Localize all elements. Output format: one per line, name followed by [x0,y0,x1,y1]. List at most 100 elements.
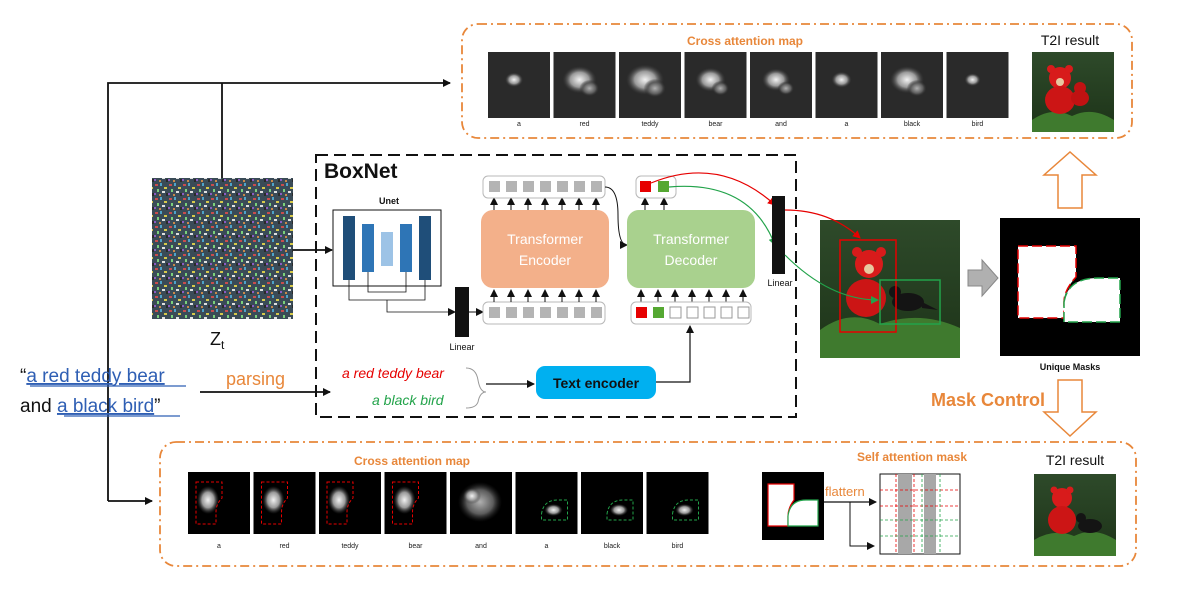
latent-label: Zt [210,329,225,352]
text-encoder-label: Text encoder [553,375,640,391]
unet-block [332,209,456,316]
phrase-green: a black bird [372,392,445,408]
bottom-attention-maps: a red teddy bear and a black bird [188,472,709,550]
bottom-panel: Cross attention map a red teddy bear and a bla… [159,441,1137,567]
hollow-arrow-up [1042,150,1098,209]
bottom-attention-map-1 [253,472,316,534]
green-query-arrow [668,185,777,246]
decoder-output-arrows [641,197,668,210]
top-attention-map-6 [881,52,943,118]
top-token-label: bear [708,121,723,128]
encoder-output-arrows [490,197,600,210]
top-attention-map-3 [684,52,747,118]
red-bounding-box [839,239,897,333]
top-token-label: red [579,121,589,128]
bottom-attention-map-3 [384,472,447,534]
top-token-label: teddy [641,121,659,128]
top-attention-maps: a red teddy bear and a black bird [488,52,1009,128]
arrow-encoder-to-decoder [604,186,628,249]
decoder-query-tokens [630,301,752,325]
top-cross-attn-title: Cross attention map [687,34,803,48]
flattern-arrow-lower [849,502,875,550]
output-linear-bar-green [772,236,785,274]
top-token-label: a [845,121,849,128]
hollow-arrow-down [1042,379,1098,438]
top-token-label: a [517,121,521,128]
unique-masks-label: Unique Masks [1040,362,1101,372]
arrow-to-masks [967,258,999,298]
bottom-token-label: red [279,543,289,550]
bottom-attention-map-0 [188,472,250,534]
red-query-arrow [650,172,776,206]
top-t2i-result-image [1032,52,1114,132]
unet-linear-label: Linear [449,342,474,352]
bottom-token-label: bird [672,543,684,550]
arrow-to-top-panel [107,79,451,501]
bottom-attention-map-2 [319,472,381,534]
bottom-token-label: a [545,543,549,550]
mask-control-label: Mask Control [931,390,1045,410]
prompt-line-1: “a red teddy bear [20,366,165,387]
bottom-attention-map-5 [515,472,578,534]
top-token-label: and [775,121,787,128]
self-attn-mask-grid [879,473,961,555]
unet-label: Unet [379,196,399,206]
boxnet-frame [315,154,797,418]
unique-masks-image [1000,218,1140,356]
encoder-label-2: Encoder [519,252,571,268]
red-box-arrow [784,209,861,239]
self-attn-mask-title: Self attention mask [857,450,967,464]
top-token-label: bird [972,121,984,128]
top-attention-map-7 [946,52,1009,118]
bottom-cross-attn-title: Cross attention map [354,454,470,468]
bottom-panel-frame [159,441,1137,567]
latent-noise-image [152,178,293,319]
top-attention-map-2 [619,52,681,118]
top-attention-map-4 [750,52,812,118]
bottom-token-label: bear [408,543,423,550]
output-linear-label: Linear [767,278,792,288]
transformer-decoder [627,210,755,288]
bottom-token-label: black [604,543,621,550]
bottom-t2i-result-image [1034,474,1116,556]
prompt-line-2: and a black bird” [20,396,160,417]
left-input-area: Zt “a red teddy bear and a black bird” p… [20,79,451,505]
green-bounding-box [879,279,941,325]
bottom-attention-map-7 [646,472,709,534]
encoder-input-arrows [490,289,600,302]
bottom-attention-map-4 [450,472,512,534]
flattern-label: flattern [825,484,865,499]
bottom-t2i-result-label: T2I result [1046,452,1104,468]
output-linear-bar-red [772,196,785,236]
top-panel-frame [461,23,1133,139]
self-attn-small-mask [762,472,824,540]
encoder-label-1: Transformer [507,231,583,247]
decoder-query-arrows [637,289,747,302]
unet-linear-bar [455,287,469,337]
box-prediction-image [820,220,960,358]
top-attention-map-0 [488,52,550,118]
bottom-attention-map-6 [581,472,643,534]
parsing-label: parsing [226,369,285,389]
bottom-token-label: and [475,543,487,550]
boxnet-title: BoxNet [324,160,398,183]
green-box-arrow [784,254,879,304]
top-attention-map-5 [815,52,878,118]
transformer-encoder [481,210,609,288]
decoder-label-2: Decoder [665,252,718,268]
decoder-label-1: Transformer [653,231,729,247]
bottom-token-label: teddy [341,543,359,550]
top-token-label: black [904,121,921,128]
top-attention-map-1 [553,52,616,118]
text-encoder [536,366,656,399]
bottom-token-label: a [217,543,221,550]
top-t2i-result-label: T2I result [1041,32,1099,48]
phrase-red: a red teddy bear [342,365,445,381]
arrow-text-encoder-to-decoder [656,325,694,383]
encoder-output-tokens [482,175,606,199]
boxnet-module: BoxNet Unet Linear [315,154,797,418]
phrase-brace [465,367,487,409]
top-panel: Cross attention map a red teddy bear and a bla… [461,23,1133,139]
encoder-input-tokens [482,301,606,325]
